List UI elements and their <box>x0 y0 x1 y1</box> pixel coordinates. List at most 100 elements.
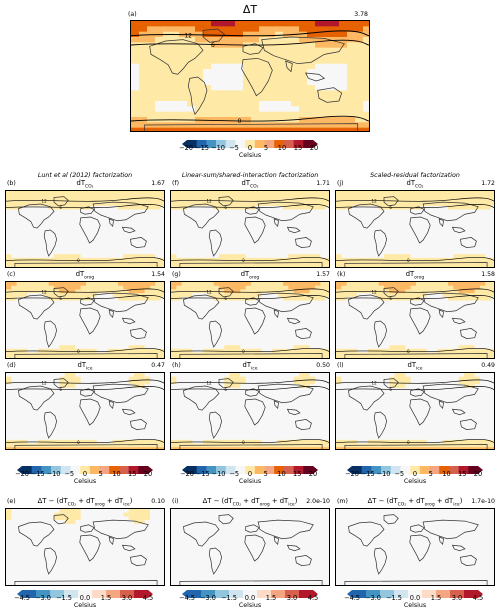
heatmap-cell <box>16 384 23 389</box>
heatmap-cell <box>150 387 156 392</box>
heatmap-cell <box>272 265 278 267</box>
heatmap-cell <box>251 47 260 54</box>
heatmap-cell <box>155 549 161 554</box>
coastline-outline <box>14 262 158 267</box>
heatmap-cell <box>197 337 204 342</box>
heatmap-cell <box>203 79 212 86</box>
heatmap-cell <box>325 384 329 389</box>
heatmap-cell <box>144 198 151 203</box>
heatmap-cell <box>171 341 177 346</box>
heatmap-cell <box>315 330 321 335</box>
heatmap-cell <box>160 583 164 585</box>
heatmap-cell <box>22 337 28 342</box>
heatmap-cell <box>283 257 289 262</box>
heatmap-cell <box>118 231 124 236</box>
heatmap-cell <box>355 53 364 59</box>
heatmap-cell <box>213 356 220 358</box>
heatmap-cell <box>245 356 252 358</box>
heatmap-cell <box>86 542 92 547</box>
heatmap-cell <box>160 345 164 350</box>
heatmap-cell <box>38 421 44 426</box>
heatmap-cell <box>123 224 129 229</box>
heatmap-cell <box>315 348 321 353</box>
heatmap-cell <box>320 224 326 229</box>
heatmap-cell <box>251 315 257 320</box>
heatmap-cell <box>197 421 204 426</box>
contour-line <box>171 288 329 293</box>
heatmap-cell <box>59 425 65 429</box>
heatmap-cell <box>176 205 182 210</box>
heatmap-cell <box>64 520 71 525</box>
heatmap-cell <box>150 334 156 338</box>
heatmap-cell <box>203 282 209 286</box>
heatmap-cell <box>331 31 340 38</box>
heatmap-cell <box>48 326 55 331</box>
heatmap-cell <box>123 402 129 407</box>
heatmap-cell <box>48 311 55 316</box>
heatmap-cell <box>363 69 369 75</box>
heatmap-cell <box>251 352 257 357</box>
heatmap-cell <box>123 261 129 266</box>
heatmap-cell <box>112 387 119 392</box>
heatmap-cell <box>91 231 97 236</box>
heatmap-cell <box>155 322 161 327</box>
heatmap-cell <box>70 376 76 381</box>
heatmap-cell <box>325 341 329 346</box>
heatmap-cell <box>208 191 214 195</box>
heatmap-cell <box>245 300 252 305</box>
heatmap-cell <box>155 546 161 551</box>
heatmap-cell <box>315 111 324 118</box>
heatmap-cell <box>181 213 188 218</box>
heatmap-cell <box>134 376 140 381</box>
heatmap-cell <box>70 553 76 558</box>
heatmap-cell <box>243 122 252 128</box>
heatmap-cell <box>64 198 71 203</box>
heatmap-cell <box>235 341 241 346</box>
heatmap-cell <box>203 213 209 218</box>
contour-line <box>6 379 164 384</box>
heatmap-cell <box>86 535 92 539</box>
heatmap-cell <box>219 21 228 27</box>
heatmap-cell <box>323 69 332 75</box>
heatmap-cell <box>320 296 326 301</box>
heatmap-cell <box>283 380 289 385</box>
heatmap-cell <box>309 406 316 411</box>
heatmap-cell <box>144 228 151 233</box>
heatmap-cell <box>283 376 289 381</box>
heatmap-cell <box>219 319 225 324</box>
heatmap-cell <box>171 384 177 389</box>
heatmap-cell <box>288 391 294 396</box>
heatmap-cell <box>256 315 262 320</box>
heatmap-cell <box>197 417 204 422</box>
heatmap-cell <box>80 512 87 517</box>
heatmap-cell <box>267 220 273 225</box>
heatmap-cell <box>134 239 140 244</box>
heatmap-cell <box>139 293 145 298</box>
heatmap-cell <box>75 311 81 316</box>
heatmap-cell <box>299 250 305 255</box>
heatmap-cell <box>43 432 49 437</box>
heatmap-cell <box>277 239 284 244</box>
heatmap-cell <box>299 69 308 75</box>
heatmap-cell <box>267 63 276 70</box>
heatmap-cell <box>235 265 241 267</box>
heatmap-cell <box>224 239 230 244</box>
heatmap-cell <box>229 352 236 357</box>
heatmap-cell <box>16 557 23 562</box>
heatmap-cell <box>171 111 180 118</box>
heatmap-cell <box>219 352 225 357</box>
heatmap-cell <box>16 520 23 525</box>
coastline-outline <box>183 294 220 320</box>
heatmap-cell <box>208 395 214 400</box>
heatmap-cell <box>139 311 145 316</box>
heatmap-cell <box>107 557 113 562</box>
heatmap-cell <box>123 417 129 422</box>
colorbar-swatch <box>293 140 304 148</box>
heatmap-cell <box>86 261 92 266</box>
heatmap-cell <box>235 58 244 64</box>
heatmap-cell <box>272 282 278 286</box>
heatmap-cell <box>11 315 17 320</box>
heatmap-cell <box>187 231 193 236</box>
heatmap-cell <box>187 235 193 240</box>
heatmap-cell <box>150 209 156 214</box>
